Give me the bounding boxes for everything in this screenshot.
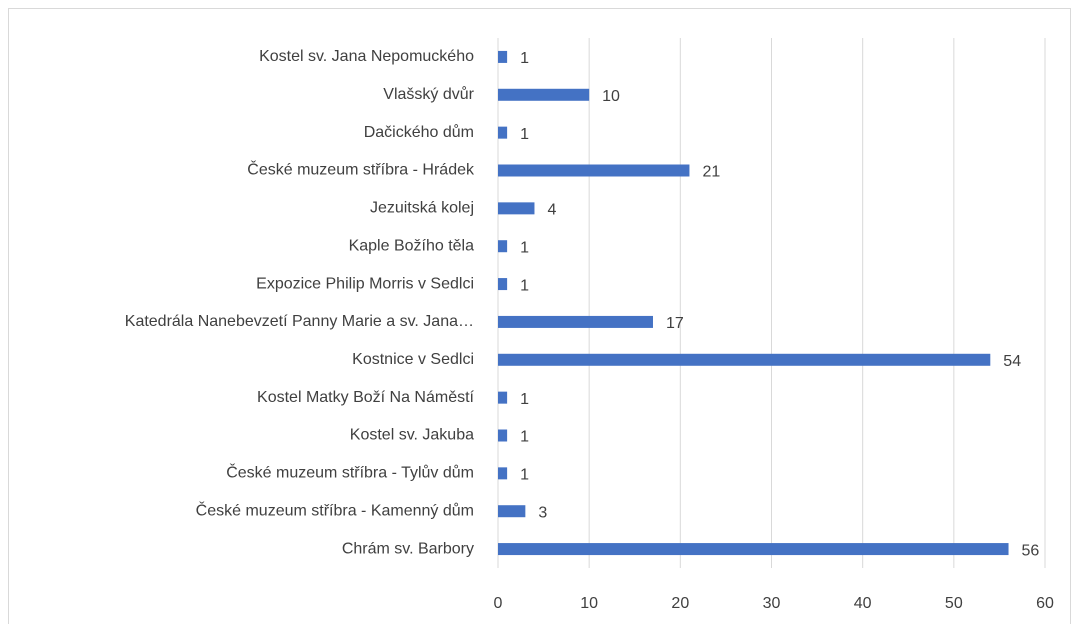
y-tick-label: Kostel Matky Boží Na Náměstí: [257, 389, 475, 406]
value-label: 21: [702, 164, 720, 181]
x-tick-label: 0: [494, 595, 503, 612]
bar: [498, 240, 508, 253]
y-tick-label: Kostnice v Sedlci: [352, 351, 474, 368]
bar: [498, 164, 690, 177]
bar: [498, 353, 991, 366]
y-tick-label: České muzeum stříbra - Kamenný dům: [196, 500, 474, 519]
value-label: 1: [520, 391, 529, 408]
x-tick-label: 60: [1036, 595, 1054, 612]
y-tick-label: Dačického dům: [364, 123, 474, 141]
value-label: 1: [520, 126, 529, 143]
bar: [498, 88, 590, 101]
value-label: 1: [520, 277, 529, 294]
x-tick-label: 10: [580, 595, 598, 612]
y-tick-label: Jezuitská kolej: [370, 200, 474, 217]
y-tick-label: České muzeum stříbra - Hrádek: [247, 160, 475, 179]
value-label: 1: [520, 467, 529, 484]
value-label: 17: [666, 315, 684, 332]
y-tick-label: Expozice Philip Morris v Sedlci: [256, 275, 474, 292]
y-tick-label: Kostel sv. Jana Nepomuckého: [259, 48, 474, 65]
bar: [498, 543, 1009, 556]
y-tick-label: Katedrála Nanebevzetí Panny Marie a sv. …: [125, 313, 474, 330]
value-label: 4: [547, 202, 556, 219]
y-tick-label: Kaple Božího těla: [349, 237, 475, 254]
bar: [498, 391, 508, 404]
bar: [498, 315, 653, 328]
value-label: 10: [602, 88, 620, 105]
bar: [498, 126, 508, 139]
x-tick-label: 20: [671, 595, 689, 612]
y-tick-label: Chrám sv. Barbory: [342, 540, 474, 557]
x-tick-label: 40: [854, 595, 872, 612]
y-tick-label: Kostel sv. Jakuba: [350, 427, 474, 444]
y-tick-label: České muzeum stříbra - Tylův dům: [226, 463, 474, 482]
x-tick-label: 30: [763, 595, 781, 612]
value-label: 1: [520, 239, 529, 256]
bar: [498, 202, 535, 215]
bar: [498, 50, 508, 63]
value-label: 1: [520, 429, 529, 446]
bar: [498, 429, 508, 442]
bar: [498, 505, 526, 518]
value-label: 1: [520, 50, 529, 67]
bar: [498, 467, 508, 480]
y-tick-label: Vlašský dvůr: [383, 85, 474, 103]
value-label: 54: [1003, 353, 1021, 370]
x-tick-label: 50: [945, 595, 963, 612]
bar: [498, 278, 508, 291]
value-label: 56: [1022, 542, 1040, 559]
value-label: 3: [538, 504, 547, 521]
